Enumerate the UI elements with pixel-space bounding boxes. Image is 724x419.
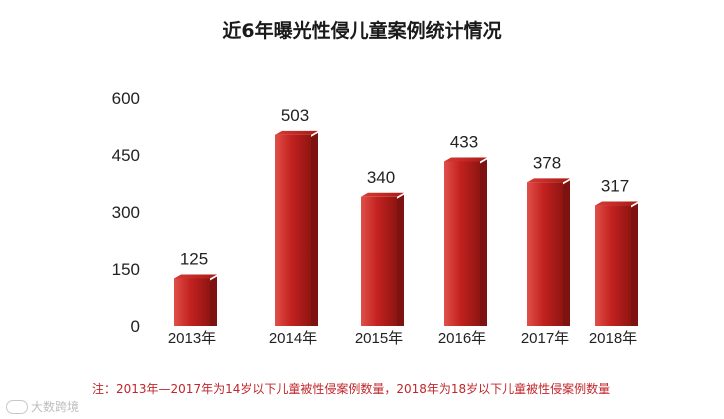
bar-side [397, 194, 404, 338]
bar-side [563, 180, 570, 338]
bar-top [275, 130, 318, 135]
bar [361, 196, 397, 338]
x-tick-label: 2018年 [589, 330, 637, 347]
x-tick-label: 2014年 [269, 330, 317, 347]
bar-side [311, 132, 318, 338]
bar [275, 134, 311, 338]
x-tick-label: 2017年 [521, 330, 569, 347]
bar-top [174, 274, 217, 279]
x-axis: 2013年 2014年 2015年 2016年 2017年 2018年 [159, 326, 646, 348]
category-label-background [346, 326, 412, 348]
category-label-background [512, 326, 578, 348]
x-tick-label: 2013年 [168, 330, 216, 347]
bar-side [210, 276, 217, 338]
footnote: 注：2013年—2017年为14岁以下儿童被性侵案例数量，2018年为18岁以下… [92, 382, 611, 396]
watermark: 大数跨境 [6, 398, 79, 415]
category-label-background [260, 326, 326, 348]
category-label-background [580, 326, 646, 348]
category-label-background [159, 326, 225, 348]
y-tick-label: 450 [112, 146, 140, 165]
bar-side [631, 203, 638, 338]
data-label: 340 [367, 168, 395, 187]
bar-top [527, 178, 570, 183]
watermark-logo-icon [6, 399, 28, 414]
bar-top [444, 157, 487, 162]
bar-top [361, 192, 404, 197]
x-tick-label: 2015年 [355, 330, 403, 347]
data-label: 433 [450, 132, 478, 151]
bar [444, 161, 480, 338]
data-label: 317 [601, 177, 629, 196]
data-label: 378 [533, 153, 561, 172]
data-label: 503 [281, 106, 309, 125]
bar-side [480, 159, 487, 338]
bar [527, 182, 563, 338]
y-tick-label: 300 [112, 203, 140, 222]
bars: 125 503 340 433 378 317 [174, 106, 638, 338]
watermark-text: 大数跨境 [31, 400, 80, 414]
y-tick-label: 0 [131, 317, 140, 336]
x-tick-label: 2016年 [438, 330, 486, 347]
y-tick-label: 600 [112, 89, 140, 108]
bar-top [595, 201, 638, 206]
y-axis: 0 150 300 450 600 [112, 89, 140, 336]
category-label-background [429, 326, 495, 348]
chart-title: 近6年曝光性侵儿童案例统计情况 [222, 20, 502, 42]
y-tick-label: 150 [112, 260, 140, 279]
bar [595, 205, 631, 338]
data-label: 125 [180, 250, 208, 269]
